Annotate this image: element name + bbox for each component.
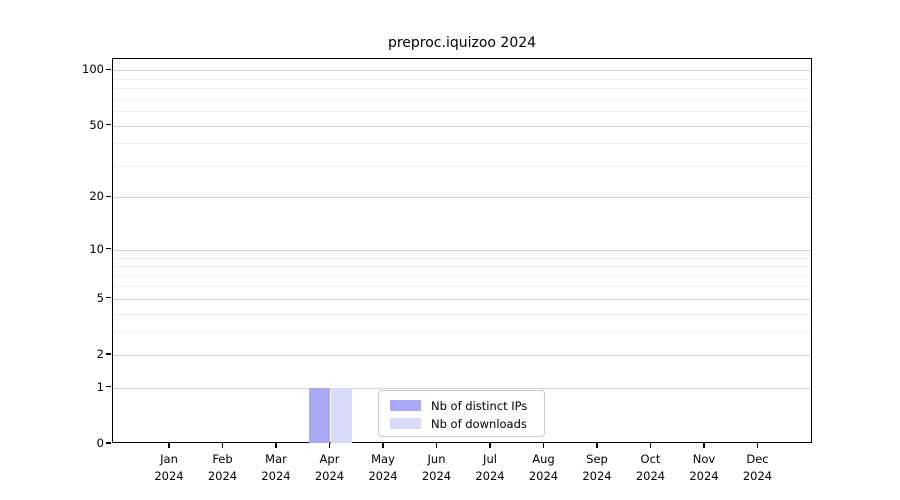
gridline-minor [113, 313, 811, 315]
gridline-minor [113, 266, 811, 268]
y-tick-label: 0 [96, 436, 104, 450]
bar-distinct-ips-apr [309, 387, 331, 443]
x-tick-year: 2024 [742, 468, 773, 483]
y-tick-label: 100 [82, 62, 104, 77]
x-tick-label: Nov 2024 [674, 451, 734, 484]
y-tick-label: 50 [89, 117, 104, 132]
y-tick-mark [106, 442, 111, 444]
legend-label-downloads: Nb of downloads [431, 416, 527, 431]
gridline-minor [113, 143, 811, 145]
x-tick-year: 2024 [261, 468, 291, 483]
x-tick-year: 2024 [528, 468, 559, 483]
y-tick-mark [106, 386, 111, 388]
x-tick-year: 2024 [421, 468, 452, 483]
gridline-minor [113, 98, 811, 100]
gridline-major [113, 387, 811, 389]
y-tick-mark [106, 68, 111, 70]
legend: Nb of distinct IPs Nb of downloads [378, 390, 545, 437]
x-tick-label: Mar 2024 [246, 451, 306, 484]
x-tick-year: 2024 [314, 468, 345, 483]
legend-label-distinct-ips: Nb of distinct IPs [431, 398, 528, 413]
x-tick-label: Sep 2024 [567, 451, 627, 484]
gridline-major [113, 249, 811, 251]
bar-downloads-apr [330, 387, 352, 443]
y-tick-label: 1 [96, 379, 104, 394]
y-tick-label: 5 [96, 290, 104, 305]
gridline-minor [113, 286, 811, 288]
y-tick-label: 10 [89, 241, 104, 256]
gridline-major [113, 70, 811, 72]
x-tick-mark [542, 443, 545, 448]
x-tick-year: 2024 [689, 468, 719, 483]
y-tick-label: 2 [96, 347, 104, 362]
x-tick-label: Dec 2024 [728, 451, 788, 484]
x-tick-mark [168, 443, 170, 448]
x-tick-mark [275, 443, 277, 448]
x-tick-mark [221, 443, 224, 448]
x-tick-label: Aug 2024 [514, 451, 574, 484]
y-tick-mark [106, 123, 111, 126]
y-tick-mark [106, 248, 111, 250]
x-tick-mark [649, 443, 652, 448]
x-tick-mark [596, 443, 598, 448]
x-tick-year: 2024 [475, 468, 505, 483]
legend-entry-distinct-ips: Nb of distinct IPs [390, 397, 534, 414]
x-tick-year: 2024 [207, 468, 238, 483]
gridline-minor [113, 275, 811, 277]
x-tick-mark [382, 443, 384, 448]
x-tick-label: Oct 2024 [621, 451, 681, 484]
gridline-minor [113, 165, 811, 167]
y-tick-mark [106, 297, 111, 299]
x-tick-year: 2024 [154, 468, 184, 483]
plot-area [112, 58, 812, 443]
gridline-minor [113, 331, 811, 333]
chart-title: preproc.iquizoo 2024 [387, 35, 537, 51]
gridline-major [113, 298, 811, 300]
gridline-major [113, 125, 811, 127]
x-tick-label: May 2024 [353, 451, 413, 484]
x-tick-mark [435, 443, 438, 448]
gridline-minor [113, 78, 811, 80]
x-tick-mark [756, 443, 759, 448]
gridline-minor [113, 88, 811, 90]
y-tick-mark [106, 353, 111, 355]
gridline-minor [113, 111, 811, 113]
legend-swatch-distinct-ips [390, 400, 421, 411]
x-tick-label: Feb 2024 [193, 451, 253, 484]
x-tick-year: 2024 [582, 468, 612, 483]
x-tick-year: 2024 [368, 468, 398, 483]
gridline-major [113, 197, 811, 199]
y-tick-label: 20 [89, 189, 104, 204]
x-tick-label: Jun 2024 [407, 451, 467, 484]
x-tick-mark [328, 443, 331, 448]
x-tick-mark [703, 443, 705, 448]
gridline-major [113, 355, 811, 357]
gridline-minor [113, 257, 811, 259]
x-tick-label: Jul 2024 [460, 451, 520, 484]
x-tick-mark [489, 443, 491, 448]
x-tick-label: Jan 2024 [139, 451, 199, 484]
x-tick-year: 2024 [635, 468, 666, 483]
legend-entry-downloads: Nb of downloads [390, 415, 534, 432]
x-tick-label: Apr 2024 [300, 451, 360, 484]
y-tick-mark [106, 195, 111, 197]
legend-swatch-downloads [390, 418, 421, 429]
